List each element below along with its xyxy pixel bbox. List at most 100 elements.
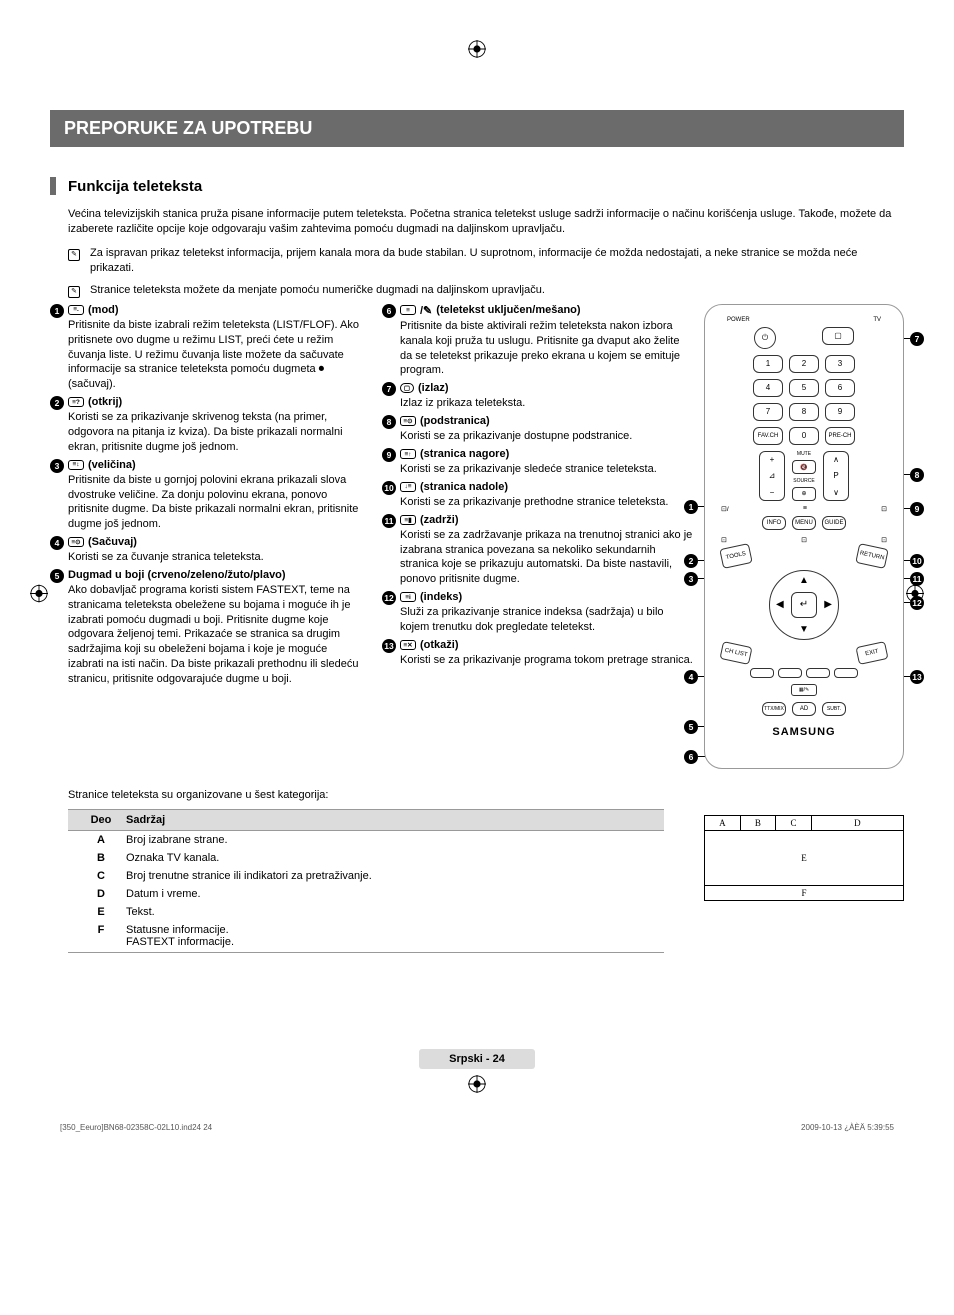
feature-item-12: 12 ≡i(indeks) Služi za prikazivanje stra…: [382, 591, 694, 635]
power-button[interactable]: ⏻: [754, 327, 776, 349]
mini-icon: ⊡: [721, 536, 727, 544]
exit-button[interactable]: EXIT: [855, 641, 888, 665]
mini-icon: ⊡: [881, 505, 887, 514]
number-badge-1: 1: [50, 304, 64, 318]
dpad[interactable]: ▲ ▼ ◀ ▶ ↵: [769, 570, 839, 640]
power-label: POWER: [727, 317, 750, 323]
source-button[interactable]: ⊕: [792, 487, 816, 501]
chlist-button[interactable]: CH LIST: [719, 641, 752, 665]
source-label: SOURCE: [793, 478, 814, 484]
item-desc: Pritisnite da biste aktivirali režim tel…: [400, 319, 694, 378]
number-badge-13: 13: [382, 639, 396, 653]
volume-rocker[interactable]: +⊿−: [759, 451, 785, 501]
mini-button[interactable]: ▦/✎: [791, 684, 817, 696]
subt-button[interactable]: SUBT.: [822, 702, 846, 716]
teletext-subpage-icon: ≡⊙: [400, 416, 416, 426]
layout-diagram: A B C D E F: [704, 815, 904, 901]
feature-item-10: 10 ↓≡(stranica nadole) Koristi se za pri…: [382, 481, 694, 510]
diagram-cell-c: C: [776, 816, 812, 830]
return-button[interactable]: RETURN: [855, 543, 889, 569]
note-text-2: Stranice teleteksta možete da menjate po…: [90, 283, 545, 298]
teletext-store-icon: ≡⊙: [68, 537, 84, 547]
key-8[interactable]: 8: [789, 403, 819, 421]
item-title: (mod): [88, 304, 119, 316]
page-header: PREPORUKE ZA UPOTREBU: [50, 110, 904, 147]
mute-label: MUTE: [797, 451, 811, 457]
key-6[interactable]: 6: [825, 379, 855, 397]
th-deo: Deo: [76, 814, 126, 826]
intro-text: Većina televizijskih stanica pruža pisan…: [68, 207, 904, 238]
number-badge-2: 2: [50, 396, 64, 410]
item-title: (otkrij): [88, 396, 122, 408]
feature-item-3: 3 ≡↕(veličina) Pritisnite da biste u gor…: [50, 459, 362, 532]
teletext-reveal-icon: ≡?: [68, 397, 84, 407]
key-2[interactable]: 2: [789, 355, 819, 373]
channel-rocker[interactable]: ∧P∨: [823, 451, 849, 501]
feature-item-1: 1 ≡.(mod) Pritisnite da biste izabrali r…: [50, 304, 362, 392]
item-title: (stranica nadole): [420, 481, 508, 493]
remote-control: POWER TV ⏻ ▢ 1 2 3 4 5 6: [704, 304, 904, 769]
feature-item-2: 2 ≡? (otkrij) Koristi se za prikazivanje …: [50, 396, 362, 455]
teletext-pageup-icon: ≡↑: [400, 449, 416, 459]
mix-icon: /✎: [420, 304, 432, 317]
menu-button[interactable]: MENU: [792, 516, 816, 530]
feature-item-7: 7 ▢(izlaz) Izlaz iz prikaza teleteksta.: [382, 382, 694, 411]
favch-button[interactable]: FAV.CH: [753, 427, 783, 445]
brand-logo: SAMSUNG: [713, 726, 895, 738]
item-title: (Sačuvaj): [88, 536, 137, 548]
item-desc: Ako dobavljač programa koristi sistem FA…: [68, 583, 362, 687]
item-desc: Koristi se za prikazivanje programa toko…: [400, 653, 694, 668]
tv-button[interactable]: ▢: [822, 327, 854, 345]
green-button[interactable]: [778, 668, 802, 678]
info-button[interactable]: INFO: [762, 516, 786, 530]
teletext-hold-icon: ≡▮: [400, 515, 416, 525]
teletext-mode-icon: ≡.: [68, 305, 84, 315]
table-row: ABroj izabrane strane.: [68, 831, 664, 849]
item-title: (izlaz): [418, 382, 449, 394]
feature-item-6: 6 ≡/✎(teletekst uključen/mešano) Pritisn…: [382, 304, 694, 378]
feature-item-4: 4 ≡⊙(Sačuvaj) Koristi se za čuvanje stra…: [50, 536, 362, 565]
item-desc: Koristi se za prikazivanje sledeće stran…: [400, 462, 694, 477]
key-5[interactable]: 5: [789, 379, 819, 397]
diagram-cell-f: F: [705, 886, 903, 900]
blue-button[interactable]: [834, 668, 858, 678]
teletext-index-icon: ≡i: [400, 592, 416, 602]
item-title: (podstranica): [420, 415, 490, 427]
key-1[interactable]: 1: [753, 355, 783, 373]
item-desc: Koristi se za prikazivanje skrivenog tek…: [68, 410, 362, 455]
number-badge-3: 3: [50, 459, 64, 473]
teletext-on-icon: ≡: [400, 305, 416, 315]
item-title: (stranica nagore): [420, 448, 509, 460]
table-row: FStatusne informacije. FASTEXT informaci…: [68, 921, 664, 953]
ad-button[interactable]: AD: [792, 702, 816, 716]
mute-button[interactable]: 🔇: [792, 460, 816, 474]
key-0[interactable]: 0: [789, 427, 819, 445]
teletext-exit-icon: ▢: [400, 383, 414, 393]
th-sadrzaj: Sadržaj: [126, 814, 656, 826]
item-desc: Koristi se za prikazivanje prethodne str…: [400, 495, 694, 510]
note-icon: ✎: [68, 283, 84, 298]
feature-item-13: 13 ≡✕(otkaži) Koristi se za prikazivanje…: [382, 639, 694, 668]
item-desc: Koristi se za čuvanje stranica teletekst…: [68, 550, 362, 565]
table-row: BOznaka TV kanala.: [68, 849, 664, 867]
key-9[interactable]: 9: [825, 403, 855, 421]
prech-button[interactable]: PRE-CH: [825, 427, 855, 445]
categories-intro: Stranice teleteksta su organizovane u še…: [68, 789, 904, 801]
tools-button[interactable]: TOOLS: [719, 543, 753, 569]
diagram-cell-e: E: [705, 830, 903, 886]
feature-item-5: 5 Dugmad u boji (crveno/zeleno/žuto/plav…: [50, 569, 362, 687]
red-button[interactable]: [750, 668, 774, 678]
key-7[interactable]: 7: [753, 403, 783, 421]
key-3[interactable]: 3: [825, 355, 855, 373]
table-row: ETekst.: [68, 903, 664, 921]
guide-button[interactable]: GUIDE: [822, 516, 846, 530]
number-badge-8: 8: [382, 415, 396, 429]
left-column: 1 ≡.(mod) Pritisnite da biste izabrali r…: [50, 304, 362, 769]
enter-button[interactable]: ↵: [791, 592, 817, 618]
note-text-1: Za ispravan prikaz teletekst informacija…: [90, 246, 904, 277]
yellow-button[interactable]: [806, 668, 830, 678]
item-title: (teletekst uključen/mešano): [436, 304, 580, 316]
number-badge-7: 7: [382, 382, 396, 396]
key-4[interactable]: 4: [753, 379, 783, 397]
ttx-button[interactable]: TTX/MIX: [762, 702, 786, 716]
